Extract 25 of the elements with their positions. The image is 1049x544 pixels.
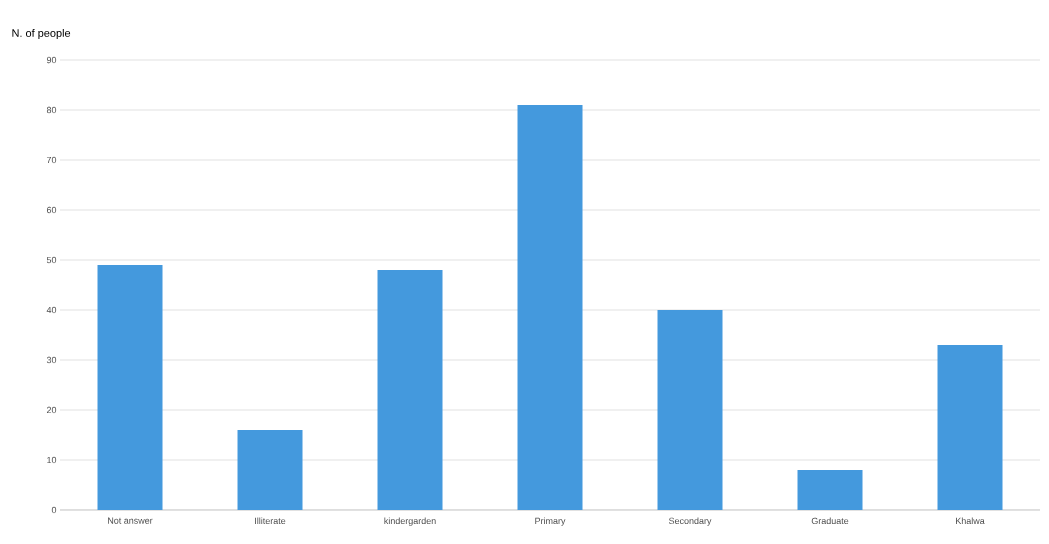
x-tick-label: Primary <box>535 517 566 526</box>
bar <box>237 429 303 510</box>
y-tick-label: 40 <box>46 306 57 314</box>
bar <box>797 469 863 510</box>
y-tick-label: 70 <box>46 156 57 164</box>
bar <box>657 309 723 510</box>
x-tick-label: Not answer <box>108 517 153 524</box>
y-tick-label: 50 <box>46 256 57 264</box>
x-tick-label: Illiterate <box>255 517 286 525</box>
bar <box>377 269 443 510</box>
x-tick-label: Secondary <box>668 517 712 526</box>
y-tick-label: 80 <box>46 106 57 114</box>
bar <box>97 264 163 510</box>
y-tick-label: 90 <box>46 56 57 64</box>
bar <box>517 105 583 510</box>
y-tick-label: 0 <box>51 506 57 514</box>
y-tick-label: 10 <box>47 456 57 464</box>
x-tick-label: Graduate <box>811 517 849 525</box>
x-tick-label: Khalwa <box>956 517 985 525</box>
bar <box>937 344 1003 510</box>
y-tick-label: 30 <box>46 356 57 364</box>
y-tick-label: 20 <box>46 406 57 414</box>
y-axis-title: N. of people <box>12 28 71 40</box>
x-tick-label: kindergarden <box>384 517 436 526</box>
y-tick-label: 60 <box>46 206 57 214</box>
